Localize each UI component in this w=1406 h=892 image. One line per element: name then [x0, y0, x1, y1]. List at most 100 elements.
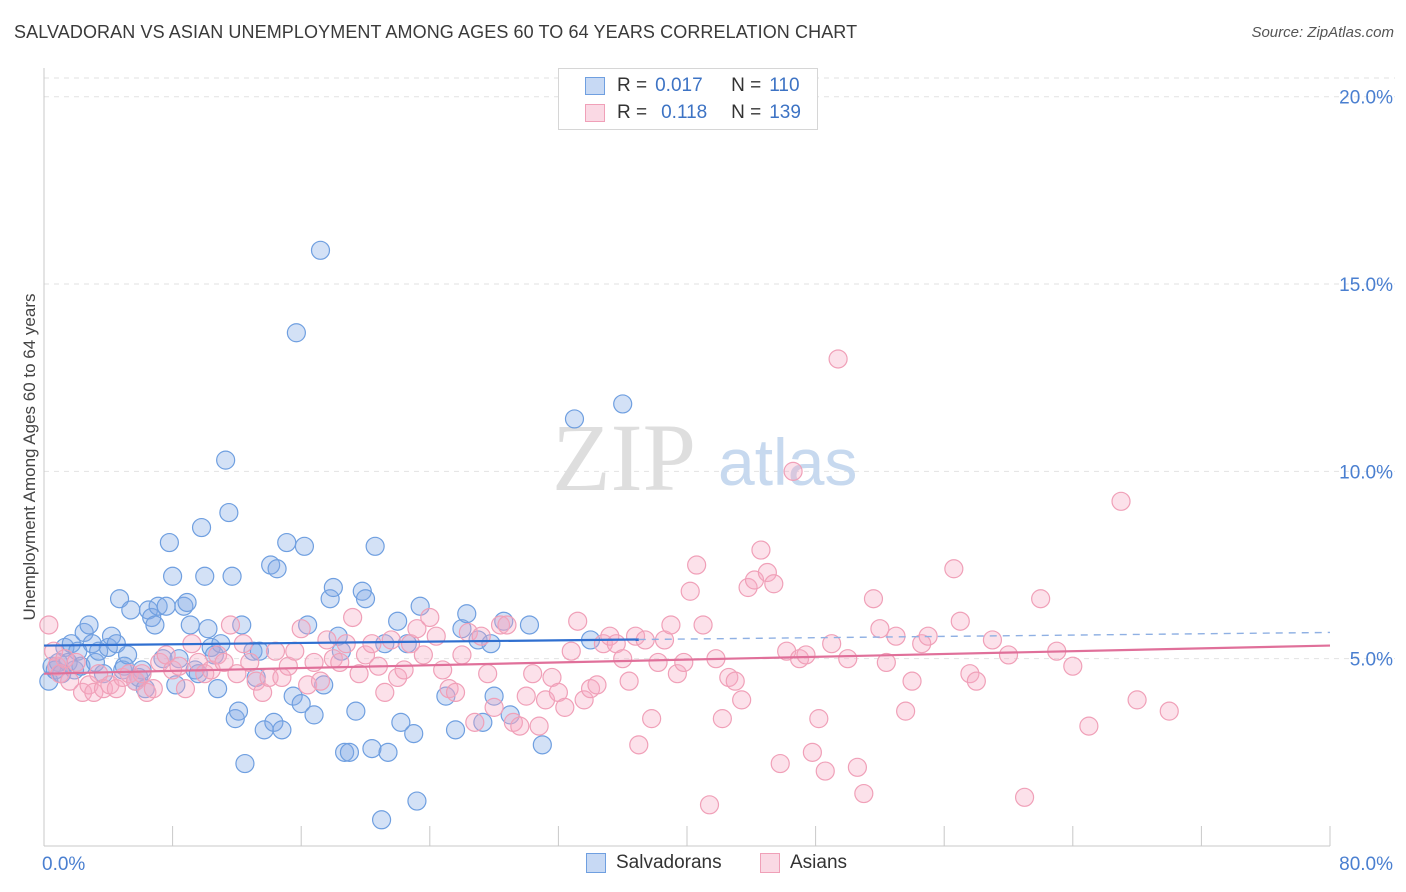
asian-point: [169, 656, 189, 676]
asian-point: [478, 664, 498, 684]
asian-point: [863, 589, 884, 609]
salvadoran-point: [473, 712, 493, 732]
asian-points: [39, 349, 1179, 815]
asian-point: [770, 753, 790, 774]
asian-point: [355, 645, 376, 665]
salvadoran-point: [346, 701, 366, 721]
salvadoran-point: [339, 742, 360, 762]
legend-n-label: N =: [731, 102, 762, 123]
salvadoran-point: [277, 532, 297, 553]
salvadoran-point: [195, 566, 215, 586]
legend-r-label: R =: [617, 102, 648, 123]
salvadoran-point: [404, 724, 424, 744]
salvadoran-point: [291, 694, 311, 714]
salvadoran-point: [145, 615, 165, 635]
salvadoran-point: [232, 615, 252, 635]
salvadoran-point: [481, 634, 501, 654]
salvadoran-point: [365, 536, 385, 556]
asian-point: [39, 615, 59, 635]
asian-point: [1079, 716, 1099, 736]
asian-point: [693, 615, 713, 635]
salvadoran-point: [564, 409, 585, 429]
asian-point: [561, 641, 581, 661]
salvadoran-point: [267, 559, 287, 579]
asian-point: [738, 577, 758, 598]
asian-point: [966, 671, 986, 691]
asian-point: [822, 634, 842, 654]
asian-point: [783, 461, 803, 481]
asian-point: [330, 652, 350, 673]
watermark-zip: ZIP: [552, 404, 696, 511]
asian-point: [896, 701, 916, 721]
legend-label-asians: Asians: [790, 852, 848, 873]
asian-point: [375, 682, 395, 703]
asian-point: [619, 671, 639, 691]
asian-point: [912, 634, 932, 654]
asian-point: [648, 652, 668, 673]
asian-point: [1111, 491, 1131, 511]
salvadoran-point: [613, 394, 633, 414]
asian-point: [343, 607, 363, 628]
asian-point: [680, 581, 700, 601]
asian-point: [687, 555, 707, 575]
asian-point: [445, 682, 466, 703]
legend-row-salvadorans: R = 0.017 N = 110: [585, 73, 800, 99]
asian-point: [854, 783, 874, 804]
asian-point: [802, 742, 822, 762]
asian-point: [625, 626, 646, 646]
asian-point: [484, 697, 504, 717]
legend-swatch-salvadorans: [586, 853, 606, 873]
asian-point: [407, 619, 427, 639]
salvadoran-point: [174, 596, 194, 616]
asian-point: [72, 682, 93, 703]
asian-point: [982, 630, 1003, 650]
asian-point: [490, 615, 511, 635]
salvadoran-point: [117, 645, 138, 665]
asian-point: [497, 615, 517, 635]
salvadoran-point: [177, 592, 197, 613]
salvadoran-point: [219, 502, 239, 523]
asian-point: [764, 574, 784, 594]
salvadoran-point: [355, 589, 376, 609]
salvadoran-point: [378, 742, 398, 762]
asian-point: [516, 686, 536, 706]
asian-point: [574, 690, 594, 710]
salvadoran-point: [156, 596, 176, 616]
asian-point: [388, 667, 408, 688]
salvadoran-point: [484, 686, 504, 706]
legend-n-value: 139: [769, 102, 801, 123]
salvadoran-point: [320, 589, 340, 609]
legend-r-value: 0.118: [661, 102, 708, 123]
asian-point: [465, 712, 485, 732]
asian-point: [629, 735, 649, 755]
asian-point: [246, 671, 266, 691]
salvadoran-trend-line-dashed: [638, 631, 1331, 641]
salvadoran-point: [283, 686, 303, 706]
asian-point: [132, 664, 152, 684]
asian-point: [220, 615, 241, 635]
legend-item-asians: Asians: [760, 852, 847, 874]
stats-legend: R = 0.017 N = 110 R = 0.118 N = 139: [558, 68, 818, 130]
asian-point: [44, 641, 64, 661]
salvadoran-point: [335, 742, 355, 762]
asian-point: [944, 559, 964, 579]
salvadoran-point: [294, 536, 315, 556]
axes: [43, 68, 1331, 847]
asian-point: [452, 645, 472, 665]
asian-point: [699, 795, 720, 815]
asian-point: [66, 652, 86, 673]
asian-point: [1031, 589, 1051, 609]
salvadoran-point: [286, 323, 306, 343]
watermark: ZIP atlas: [552, 404, 857, 511]
salvadoran-point: [89, 641, 109, 661]
asian-point: [613, 649, 633, 669]
asian-point: [587, 675, 607, 695]
asian-point: [285, 641, 305, 661]
y-tick-label: 5.0%: [1350, 650, 1393, 671]
salvadoran-point: [391, 712, 411, 732]
salvadoran-point: [159, 532, 179, 553]
salvadoran-point: [468, 630, 488, 650]
legend-label-salvadorans: Salvadorans: [616, 852, 722, 873]
salvadoran-point: [235, 753, 255, 774]
asian-point: [674, 652, 694, 673]
